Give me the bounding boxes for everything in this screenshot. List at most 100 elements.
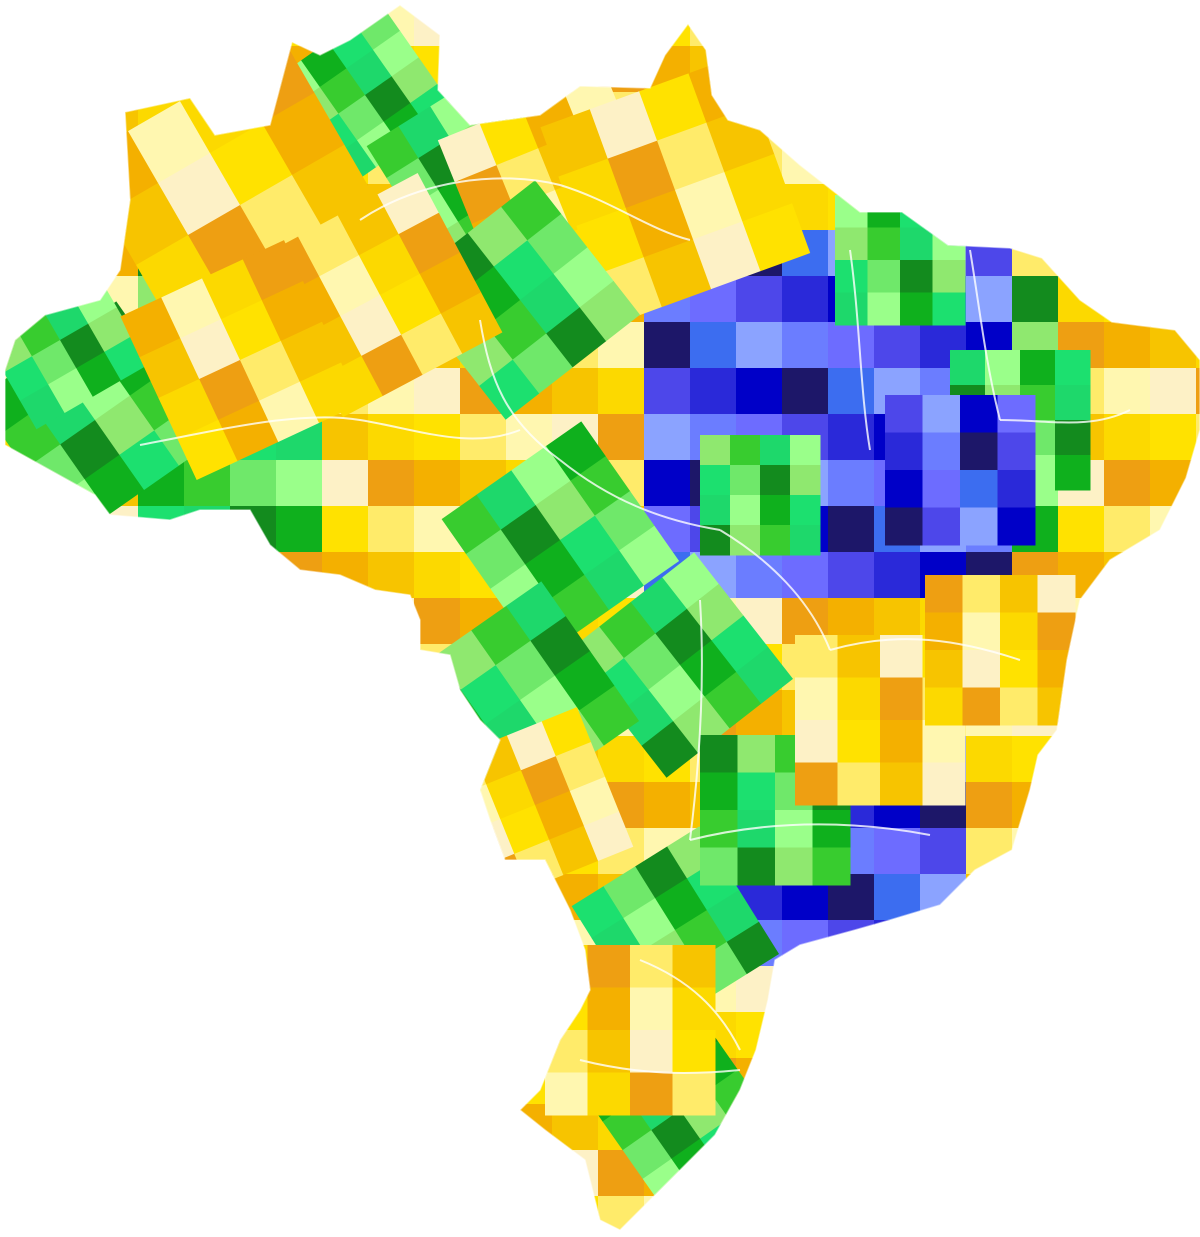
map-cell <box>46 966 93 1013</box>
map-cell <box>920 1012 967 1059</box>
map-cell <box>460 874 507 921</box>
map-cell <box>138 1196 185 1230</box>
map-cell <box>5 874 47 921</box>
map-cell <box>1150 276 1197 323</box>
map-cell <box>230 506 277 553</box>
map-cell <box>414 1012 461 1059</box>
map-cell <box>782 276 829 323</box>
map-cell <box>782 1058 829 1105</box>
map-cell <box>5 46 47 93</box>
map-patch-layer <box>5 5 1091 1208</box>
map-cell <box>46 506 93 553</box>
map-patch-cell <box>120 297 181 358</box>
map-cell <box>230 644 277 691</box>
map-cell <box>1058 690 1105 737</box>
map-cell <box>1196 184 1200 231</box>
map-patch-cell <box>742 203 811 272</box>
map-cell <box>1150 322 1197 369</box>
map-patch-cell <box>885 395 923 433</box>
map-patch-cell <box>737 772 776 811</box>
map-cell <box>1058 828 1105 875</box>
map-patch-cell <box>672 1072 716 1116</box>
map-cell <box>46 184 93 231</box>
map-cell <box>46 552 93 599</box>
map-cell <box>506 1196 553 1230</box>
map-patch-cell <box>261 92 345 176</box>
map-patch-cell <box>587 945 631 988</box>
map-cell <box>92 644 139 691</box>
map-cell <box>5 276 47 323</box>
map-patch-cell <box>358 233 421 296</box>
state-boundaries <box>139 177 1131 1074</box>
map-patch-cell <box>401 313 463 375</box>
map-patch-cell <box>520 755 571 806</box>
map-patch-cell <box>795 677 838 721</box>
map-patch-cell <box>700 810 738 848</box>
map-cell <box>644 782 691 829</box>
map-cell <box>874 1104 921 1151</box>
map-cell <box>920 1104 967 1151</box>
map-patch-cell <box>545 1030 588 1073</box>
map-cell <box>138 920 185 967</box>
map-patch-cell <box>340 294 402 357</box>
map-patch-cell <box>692 221 761 290</box>
map-cell <box>828 506 875 553</box>
map-cell <box>920 1150 967 1197</box>
map-patch-cell <box>366 126 420 179</box>
map-cell <box>966 828 1013 875</box>
map-patch-cell <box>5 299 17 345</box>
map-patch-cell <box>962 612 1001 651</box>
map-cell <box>552 5 599 47</box>
map-cell <box>46 828 93 875</box>
map-cell <box>1104 874 1151 921</box>
map-patch-cell <box>530 616 591 677</box>
map-cell <box>506 1150 553 1197</box>
map-cell <box>414 966 461 1013</box>
map-cell <box>322 644 369 691</box>
map-cell <box>1150 138 1197 185</box>
map-cell <box>230 460 277 507</box>
map-patch-cell <box>812 847 851 886</box>
map-patch-cell <box>280 321 342 383</box>
map-cell <box>1012 966 1059 1013</box>
map-cell <box>276 644 323 691</box>
map-patch-cell <box>1055 350 1091 386</box>
map-patch-cell <box>1000 612 1038 651</box>
map-cell <box>966 1196 1013 1230</box>
map-cell <box>874 5 921 47</box>
map-cell <box>1058 506 1105 553</box>
map-cell <box>46 230 93 277</box>
map-patch-cell <box>465 529 526 590</box>
map-cell <box>368 1104 415 1151</box>
map-cell <box>460 966 507 1013</box>
map-cell <box>184 552 231 599</box>
map-patch-cell <box>398 106 451 159</box>
map-cell <box>1150 552 1197 599</box>
map-cell <box>1104 506 1151 553</box>
map-cell <box>92 874 139 921</box>
map-patch-cell <box>962 650 1001 688</box>
map-cell <box>138 736 185 783</box>
map-cell <box>46 782 93 829</box>
map-patch-cell <box>672 945 716 988</box>
map-cell <box>1150 1058 1197 1105</box>
map-patch-cell <box>440 292 503 354</box>
map-patch-cell <box>319 255 381 317</box>
map-patch-cell <box>569 776 620 827</box>
map-cell <box>46 874 93 921</box>
map-cell <box>1196 1104 1200 1151</box>
map-patch-cell <box>540 109 609 178</box>
map-patch-cell <box>128 100 211 184</box>
map-cell <box>598 368 645 415</box>
map-patch-cell <box>812 810 851 848</box>
map-cell <box>138 1058 185 1105</box>
map-cell <box>966 184 1013 231</box>
map-cell <box>92 736 139 783</box>
map-cell <box>230 1058 277 1105</box>
map-cell <box>1150 920 1197 967</box>
map-cell <box>1058 736 1105 783</box>
map-cell <box>138 828 185 875</box>
map-cell <box>322 874 369 921</box>
map-cell <box>1104 920 1151 967</box>
